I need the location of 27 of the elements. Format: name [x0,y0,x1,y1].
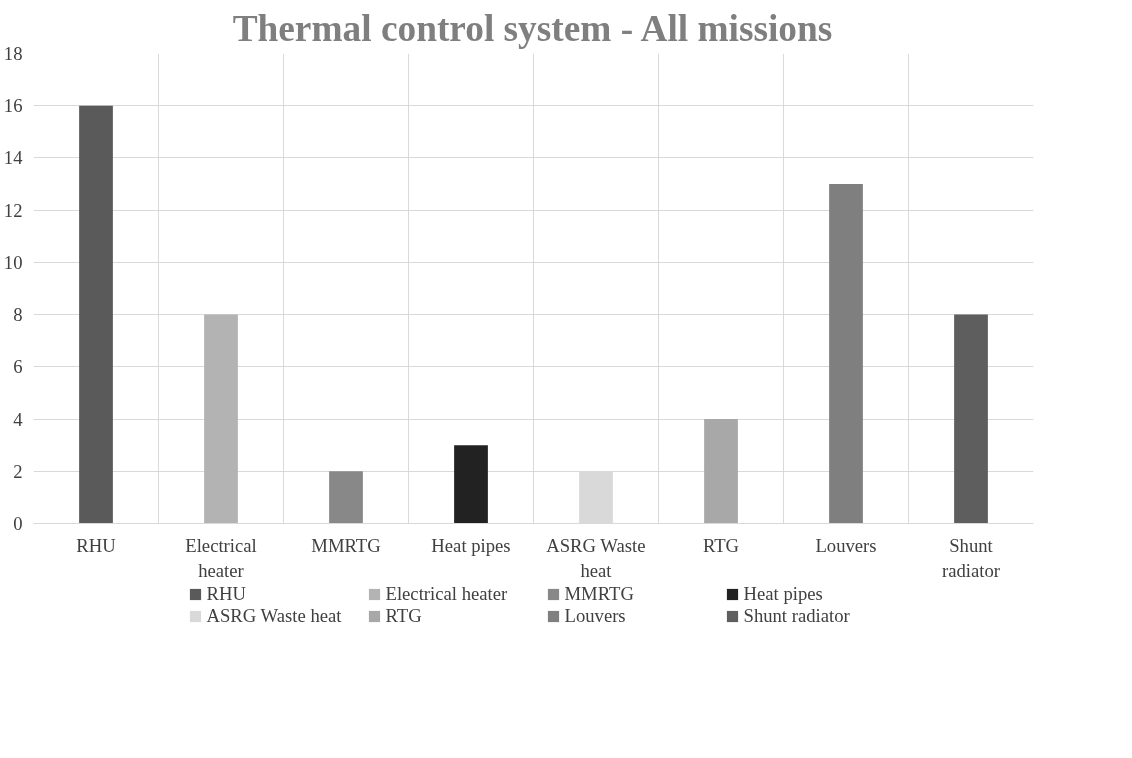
x-tick-label: RTG [702,534,740,556]
y-tick-label: 12 [3,199,23,221]
legend-label: RHU [206,583,247,605]
y-tick-label: 2 [13,460,23,482]
x-tick-label: MMRTG [311,534,381,556]
x-tick-label: RHU [76,534,117,556]
y-tick-label: 6 [13,356,23,378]
legend-label: RTG [385,605,423,627]
legend-label: Heat pipes [743,583,824,605]
y-tick-label: 0 [13,513,23,534]
legend-label: Shunt radiator [743,605,851,627]
x-tick-label: Shunt radiator [942,534,1001,581]
y-tick-label: 16 [3,95,23,117]
y-tick-label: 4 [13,408,24,430]
x-tick-label: Electrical heater [185,534,257,581]
legend-label: Electrical heater [385,583,509,605]
y-tick-label: 10 [3,251,23,273]
legend-label: ASRG Waste heat [206,605,343,627]
y-tick-label: 14 [3,147,24,169]
legend-label: MMRTG [564,583,635,605]
y-tick-label: 18 [3,43,23,64]
chart-title: Thermal control system - All missions [232,7,833,49]
x-tick-label: Louvers [815,534,877,556]
legend-label: Louvers [564,605,627,627]
y-tick-label: 8 [13,304,23,326]
x-tick-label: ASRG Waste heat [546,534,646,581]
x-tick-label: Heat pipes [431,534,511,556]
